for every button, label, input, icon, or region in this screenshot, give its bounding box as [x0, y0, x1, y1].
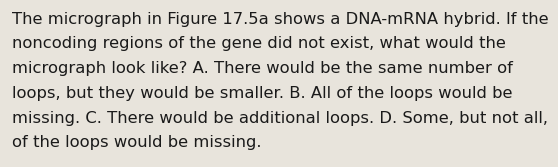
Text: noncoding regions of the gene did not exist, what would the: noncoding regions of the gene did not ex…	[12, 36, 506, 51]
Text: micrograph look like? A. There would be the same number of: micrograph look like? A. There would be …	[12, 61, 513, 76]
Text: loops, but they would be smaller. B. All of the loops would be: loops, but they would be smaller. B. All…	[12, 86, 513, 101]
Text: of the loops would be missing.: of the loops would be missing.	[12, 135, 262, 150]
Text: missing. C. There would be additional loops. D. Some, but not all,: missing. C. There would be additional lo…	[12, 111, 549, 126]
Text: The micrograph in Figure 17.5a shows a DNA-mRNA hybrid. If the: The micrograph in Figure 17.5a shows a D…	[12, 12, 549, 27]
